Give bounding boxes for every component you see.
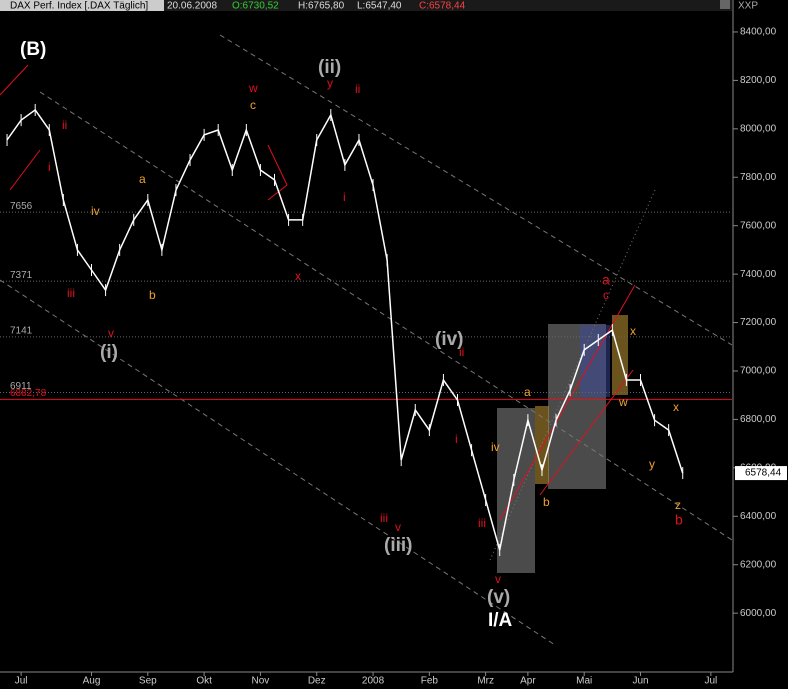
y-tick-label: 7200,00 bbox=[740, 317, 777, 328]
y-tick-label: 8400,00 bbox=[740, 27, 777, 38]
annotation: b bbox=[543, 495, 550, 509]
channel-lines bbox=[0, 34, 733, 646]
annotation: y bbox=[327, 76, 333, 90]
annotation: (ii) bbox=[318, 57, 341, 78]
annotation: z bbox=[675, 498, 681, 512]
red-line bbox=[539, 369, 634, 496]
annotation: ii bbox=[62, 118, 67, 132]
annotation: w bbox=[618, 395, 628, 409]
zone-box bbox=[497, 408, 535, 573]
annotation: x bbox=[630, 324, 636, 338]
x-tick-label: 2008 bbox=[362, 676, 385, 687]
x-tick-label: Jul bbox=[704, 676, 717, 687]
y-tick-label: 6400,00 bbox=[740, 511, 777, 522]
x-tick-label: Jun bbox=[632, 676, 648, 687]
annotation: iii bbox=[380, 511, 388, 525]
annotation: c bbox=[250, 98, 256, 112]
annotation: I/A bbox=[488, 610, 513, 631]
x-tick-label: Sep bbox=[139, 676, 157, 687]
reference-label: 7141 bbox=[10, 325, 33, 336]
header-high: H:6765,80 bbox=[298, 1, 345, 12]
annotation: i bbox=[48, 160, 51, 174]
annotation: y bbox=[649, 457, 655, 471]
annotation: b bbox=[675, 512, 683, 528]
channel-line bbox=[39, 91, 733, 541]
annotation: x bbox=[295, 269, 301, 283]
annotation: ii bbox=[459, 345, 464, 359]
x-tick-label: Feb bbox=[421, 676, 439, 687]
annotation: i bbox=[455, 432, 458, 446]
reference-label: 6882,78 bbox=[10, 388, 47, 399]
annotation: iv bbox=[491, 440, 500, 454]
axis-label: XXP bbox=[738, 1, 758, 12]
x-tick-label: Apr bbox=[520, 676, 536, 687]
annotation: v bbox=[395, 520, 401, 534]
x-tick-label: Dez bbox=[308, 676, 326, 687]
header-open: O:6730,52 bbox=[232, 1, 279, 12]
red-lines bbox=[0, 64, 636, 521]
annotation: v bbox=[495, 572, 501, 586]
header-box bbox=[0, 0, 164, 11]
reference-label: 7656 bbox=[10, 201, 33, 212]
header-date: 20.06.2008 bbox=[167, 1, 217, 12]
annotation: (B) bbox=[20, 39, 46, 60]
red-line bbox=[267, 144, 288, 186]
x-tick-label: Jul bbox=[15, 676, 28, 687]
header-title: DAX Perf. Index [.DAX Täglich] bbox=[10, 1, 148, 12]
annotation: ii bbox=[355, 82, 360, 96]
annotation: v bbox=[108, 326, 114, 340]
annotation: iii bbox=[478, 516, 486, 530]
x-tick-label: Okt bbox=[196, 676, 212, 687]
last-price-label: 6578,44 bbox=[745, 468, 782, 479]
y-tick-label: 6000,00 bbox=[740, 608, 777, 619]
annotations: (B) (ii) (i) (iii) (iv) (v) I/A y ii w c… bbox=[20, 39, 683, 631]
reference-label: 6911 bbox=[10, 381, 32, 392]
channel-line bbox=[0, 279, 556, 646]
y-tick-label: 6800,00 bbox=[740, 414, 777, 425]
channel-line bbox=[219, 34, 733, 346]
annotation: a bbox=[602, 272, 610, 288]
x-tick-label: Aug bbox=[83, 676, 101, 687]
red-line bbox=[267, 184, 288, 201]
red-line bbox=[9, 149, 41, 191]
annotation: c bbox=[603, 288, 609, 302]
reference-label: 7371 bbox=[10, 270, 33, 281]
annotation: (v) bbox=[487, 587, 510, 608]
x-tick-label: Nov bbox=[252, 676, 270, 687]
header-low: L:6547,40 bbox=[357, 1, 402, 12]
annotation: (i) bbox=[100, 342, 118, 363]
y-tick-label: 8000,00 bbox=[740, 123, 777, 134]
annotation: (iv) bbox=[435, 329, 464, 350]
annotation: b bbox=[149, 288, 156, 302]
annotation: a bbox=[524, 385, 531, 399]
x-tick-label: Mai bbox=[576, 676, 592, 687]
x-tick-label: Mrz bbox=[477, 676, 494, 687]
zone-box bbox=[535, 406, 549, 484]
annotation: x bbox=[673, 400, 679, 414]
annotation: w bbox=[248, 81, 258, 95]
y-tick-label: 8200,00 bbox=[740, 75, 777, 86]
annotation: i bbox=[343, 190, 346, 204]
annotation: (iii) bbox=[384, 535, 413, 556]
annotation: iii bbox=[67, 286, 75, 300]
header-bar bbox=[0, 0, 732, 11]
y-tick-label: 6200,00 bbox=[740, 559, 777, 570]
y-tick-label: 7400,00 bbox=[740, 269, 777, 280]
y-tick-label: 7600,00 bbox=[740, 220, 777, 231]
red-line bbox=[0, 64, 29, 96]
header-close: C:6578,44 bbox=[419, 1, 466, 12]
button[interactable] bbox=[720, 0, 730, 9]
last-price-box bbox=[735, 466, 787, 481]
y-tick-label: 7800,00 bbox=[740, 172, 777, 183]
y-tick-label: 7000,00 bbox=[740, 366, 777, 377]
annotation: a bbox=[139, 172, 146, 186]
annotation: iv bbox=[91, 204, 100, 218]
